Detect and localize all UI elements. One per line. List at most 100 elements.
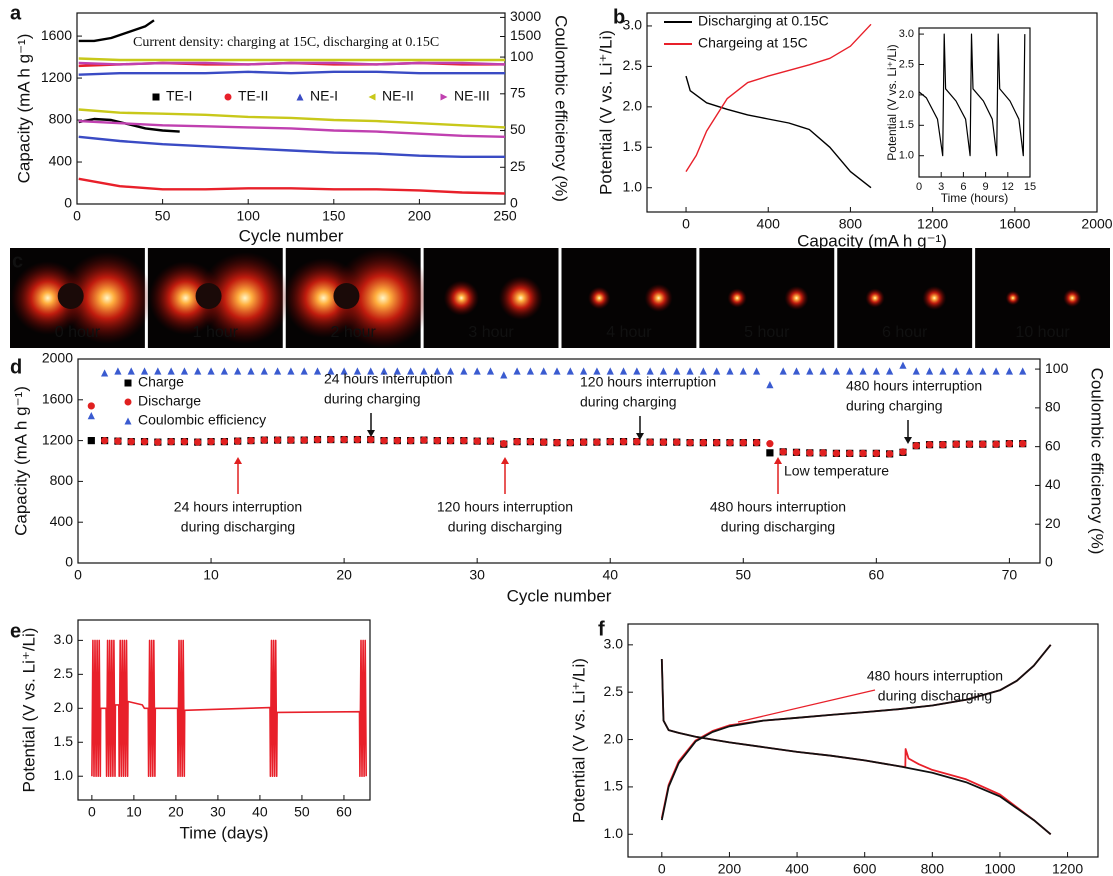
annotation: 480 hours interruption xyxy=(867,668,1003,684)
photo-label: 3 hour xyxy=(468,324,514,341)
data-point xyxy=(500,371,508,379)
data-point xyxy=(673,438,681,446)
data-point xyxy=(234,367,242,375)
x-tick-label: 400 xyxy=(757,215,781,231)
x-tick-label: 40 xyxy=(252,803,268,819)
data-point xyxy=(713,439,721,447)
data-point xyxy=(526,367,534,375)
arrow-head xyxy=(234,457,242,464)
data-point xyxy=(699,367,707,375)
data-point xyxy=(939,367,947,375)
data-point xyxy=(367,435,375,444)
data-point xyxy=(979,367,987,375)
data-point xyxy=(832,367,841,375)
data-point xyxy=(1019,440,1027,448)
data-point xyxy=(846,449,854,457)
data-point xyxy=(420,436,428,444)
data-point xyxy=(992,367,1000,375)
x-tick-label: 250 xyxy=(493,207,517,223)
y-tick-label: 3.0 xyxy=(604,636,624,652)
series-line xyxy=(660,658,1052,835)
data-point xyxy=(806,367,814,375)
data-point xyxy=(965,367,974,375)
data-point xyxy=(872,449,880,457)
series-line xyxy=(78,119,506,138)
annotation: during charging xyxy=(580,394,677,410)
data-point xyxy=(220,438,228,446)
photo-label: 2 hour xyxy=(331,324,377,341)
data-point xyxy=(939,441,947,449)
data-point xyxy=(353,367,362,375)
data-point xyxy=(819,367,827,375)
panel-label: d xyxy=(10,356,22,378)
data-point xyxy=(260,436,268,444)
data-point xyxy=(114,367,122,375)
legend-label: TE-I xyxy=(166,88,192,104)
y-axis-title: Capacity (mA h g⁻¹) xyxy=(14,34,33,184)
data-point xyxy=(340,435,348,444)
data-point xyxy=(912,367,920,375)
y-tick-label: 1.0 xyxy=(623,178,643,194)
data-point xyxy=(859,367,867,375)
y2-tick-label: 0 xyxy=(1045,554,1053,570)
data-point xyxy=(393,437,401,445)
data-point xyxy=(925,441,934,449)
y2-tick-label: 60 xyxy=(1045,437,1061,453)
x-axis-title: Time (days) xyxy=(179,823,268,842)
data-point xyxy=(167,367,175,375)
series-line xyxy=(78,19,155,43)
data-point xyxy=(752,367,761,375)
data-point xyxy=(273,367,282,375)
data-point xyxy=(686,439,694,447)
x-tick-label: 30 xyxy=(210,803,226,819)
data-point xyxy=(633,438,641,446)
annotation: 120 hours interruption xyxy=(580,374,716,390)
data-point xyxy=(207,438,215,446)
legend-label: Coulombic efficiency xyxy=(138,412,266,428)
data-point xyxy=(127,438,135,446)
x-tick-label: 60 xyxy=(869,566,885,582)
data-point xyxy=(872,367,880,375)
x-tick-label: 70 xyxy=(1002,566,1018,582)
data-point xyxy=(300,436,308,444)
data-point xyxy=(114,437,122,445)
series-line xyxy=(78,57,505,62)
y2-tick-label: 0 xyxy=(510,195,518,211)
glow xyxy=(1005,290,1021,306)
data-point xyxy=(247,367,255,375)
data-point xyxy=(580,367,588,375)
data-point xyxy=(380,437,388,445)
x-tick-label: 0 xyxy=(658,860,666,876)
annotation: Current density: charging at 15C, discha… xyxy=(133,35,439,50)
series-line xyxy=(78,135,505,158)
series-line xyxy=(91,639,367,777)
y-tick-label: 1.0 xyxy=(899,150,914,162)
plot-frame xyxy=(918,27,1031,178)
x-tick-label: 1200 xyxy=(1052,860,1083,876)
data-point xyxy=(127,367,135,375)
x-tick-label: 60 xyxy=(336,803,352,819)
data-point xyxy=(407,437,415,445)
data-point xyxy=(792,448,801,456)
series-line xyxy=(78,70,505,76)
data-point xyxy=(819,449,827,457)
data-point xyxy=(207,367,215,375)
panel-label: e xyxy=(10,620,21,642)
data-point xyxy=(287,367,295,375)
x-tick-label: 2000 xyxy=(1081,215,1112,231)
data-point xyxy=(87,412,95,420)
x-tick-label: 0 xyxy=(916,181,922,193)
glow xyxy=(198,252,291,344)
y2-tick-label: 100 xyxy=(510,48,534,64)
glow xyxy=(1063,289,1082,307)
data-point xyxy=(367,367,375,375)
data-point xyxy=(513,367,521,375)
series-line xyxy=(685,75,872,189)
data-point xyxy=(912,442,920,450)
data-point xyxy=(101,437,109,445)
legend-label: TE-II xyxy=(238,88,268,104)
x-tick-label: 0 xyxy=(73,207,81,223)
data-point xyxy=(806,449,814,457)
plot-frame xyxy=(77,358,1041,564)
